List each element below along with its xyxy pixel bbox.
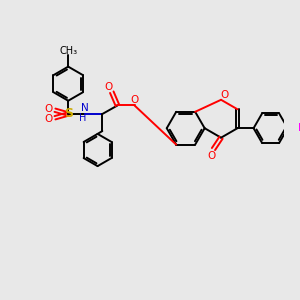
Text: CH₃: CH₃ xyxy=(59,46,77,56)
Text: H: H xyxy=(79,113,86,123)
Text: O: O xyxy=(221,90,229,100)
Text: O: O xyxy=(104,82,112,92)
Text: O: O xyxy=(44,114,52,124)
Text: O: O xyxy=(44,104,52,114)
Text: S: S xyxy=(64,107,73,121)
Text: O: O xyxy=(130,95,139,105)
Text: F: F xyxy=(298,123,300,133)
Text: O: O xyxy=(208,151,216,161)
Text: N: N xyxy=(81,103,89,113)
